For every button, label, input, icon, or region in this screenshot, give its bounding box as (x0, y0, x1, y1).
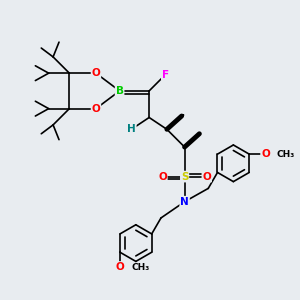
Text: O: O (92, 68, 100, 78)
Text: CH₃: CH₃ (131, 262, 149, 272)
Text: O: O (158, 172, 167, 182)
Text: H: H (127, 124, 136, 134)
Text: F: F (162, 70, 169, 80)
Text: N: N (180, 197, 189, 207)
Text: O: O (116, 262, 124, 272)
Text: O: O (261, 149, 270, 159)
Text: CH₃: CH₃ (277, 150, 295, 159)
Text: O: O (202, 172, 211, 182)
Text: O: O (92, 103, 100, 114)
Text: S: S (181, 172, 188, 182)
Polygon shape (167, 115, 184, 129)
Text: B: B (116, 86, 124, 96)
